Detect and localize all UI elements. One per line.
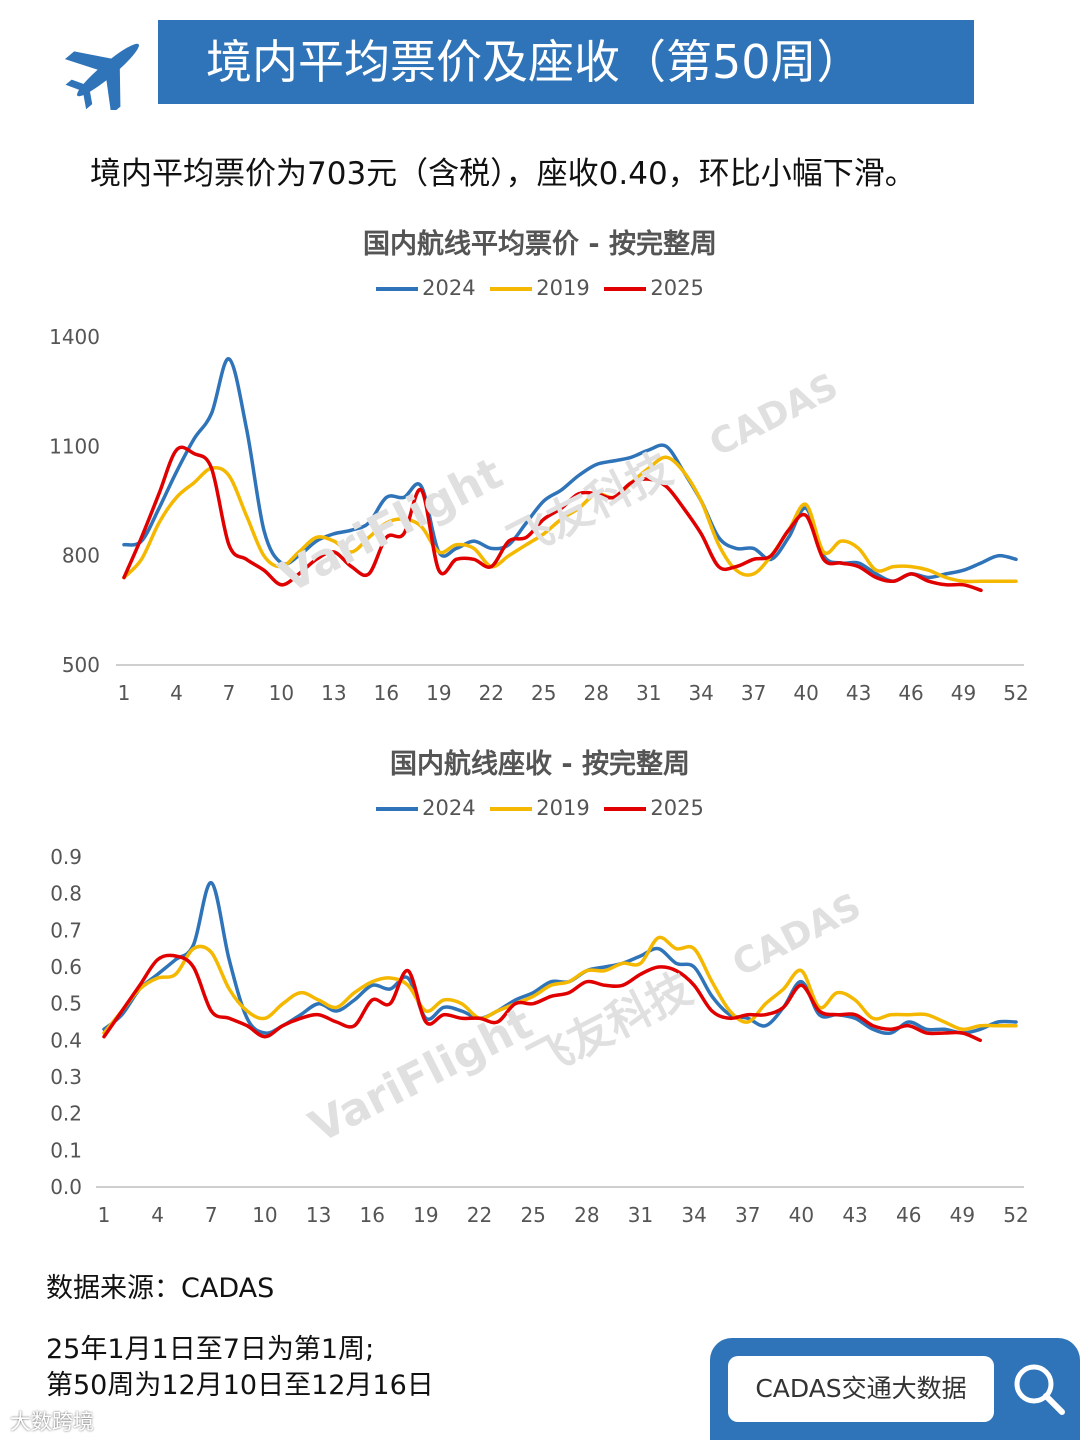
load-x-tick-label: 52	[1003, 1203, 1028, 1227]
load-y-tick-label: 0.8	[50, 882, 82, 906]
legend-2024: 2024	[376, 276, 476, 300]
fare-x-tick-label: 4	[170, 681, 183, 705]
fare-x-tick-label: 46	[898, 681, 923, 705]
load-y-tick-label: 0.2	[50, 1102, 82, 1126]
legend-2024: 2024	[376, 796, 476, 820]
fare-x-tick-label: 13	[321, 681, 346, 705]
load-x-tick-label: 25	[520, 1203, 545, 1227]
load-x-tick-label: 19	[413, 1203, 438, 1227]
load-y-tick-label: 0.3	[50, 1065, 82, 1089]
fare-x-tick-label: 31	[636, 681, 661, 705]
fare-x-tick-label: 25	[531, 681, 556, 705]
load-factor-line-chart: 0.0 0.1 0.2 0.3 0.4 0.5 0.6 0.7 0.8 0.9 1 4 7 10 13 16 1…	[50, 845, 1029, 1227]
corner-brand-mark: 大数跨境	[10, 1410, 94, 1434]
airplane-icon	[62, 30, 154, 115]
fare-x-tick-label: 1	[118, 681, 131, 705]
fare-x-tick-label: 43	[846, 681, 871, 705]
load-x-tick-label: 31	[628, 1203, 653, 1227]
load-x-tick-label: 28	[574, 1203, 599, 1227]
legend-2025: 2025	[604, 796, 704, 820]
week-note: 25年1月1日至7日为第1周; 第50周为12月10日至12月16日	[46, 1332, 434, 1404]
load-x-tick-label: 4	[151, 1203, 164, 1227]
load-y-tick-label: 0.5	[50, 992, 82, 1016]
data-source: 数据来源：CADAS	[46, 1273, 275, 1304]
load-y-tick-label: 0.6	[50, 955, 82, 979]
week-note-line1: 25年1月1日至7日为第1周;	[46, 1334, 375, 1365]
fare-y-tick-label: 500	[62, 653, 100, 677]
load-x-tick-label: 43	[842, 1203, 867, 1227]
load-y-tick-label: 0.4	[50, 1028, 82, 1052]
fare-x-tick-label: 16	[374, 681, 399, 705]
load-x-tick-label: 22	[467, 1203, 492, 1227]
load-x-tick-label: 7	[205, 1203, 218, 1227]
chart2-legend: 2024 2019 2025	[0, 796, 1080, 820]
load-series-2025	[102, 953, 982, 1043]
page-title: 境内平均票价及座收（第50周）	[158, 20, 974, 104]
legend-2019: 2019	[490, 276, 590, 300]
fare-series-2025	[122, 445, 983, 593]
fare-x-tick-label: 37	[741, 681, 766, 705]
week-note-line2: 第50周为12月10日至12月16日	[46, 1370, 434, 1401]
summary-text: 境内平均票价为703元（含税），座收0.40，环比小幅下滑。	[90, 156, 916, 192]
fare-x-tick-label: 22	[479, 681, 504, 705]
legend-2025: 2025	[604, 276, 704, 300]
fare-series-2019	[122, 455, 1018, 584]
load-series-2019	[102, 935, 1018, 1035]
fare-x-tick-label: 28	[584, 681, 609, 705]
fare-x-tick-label: 7	[223, 681, 236, 705]
load-series-2024	[102, 880, 1018, 1036]
fare-series-2024	[122, 357, 1018, 583]
search-icon[interactable]	[1010, 1360, 1068, 1418]
fare-x-tick-label: 19	[426, 681, 451, 705]
legend-2019: 2019	[490, 796, 590, 820]
fare-x-tick-label: 40	[793, 681, 818, 705]
chart2-title: 国内航线座收 - 按完整周	[389, 749, 690, 780]
fare-line-chart: 500 800 1100 1400 1 4 7 10 13 16 19 22 25 28 31 34 37 40 4…	[49, 325, 1029, 705]
chart1-title: 国内航线平均票价 - 按完整周	[362, 229, 717, 260]
fare-x-tick-label: 10	[269, 681, 294, 705]
load-x-tick-label: 1	[98, 1203, 111, 1227]
fare-x-tick-label: 49	[951, 681, 976, 705]
fare-x-tick-label: 52	[1003, 681, 1028, 705]
load-x-tick-label: 16	[360, 1203, 385, 1227]
load-y-tick-label: 0.9	[50, 845, 82, 869]
load-x-tick-label: 10	[252, 1203, 277, 1227]
load-x-tick-label: 40	[789, 1203, 814, 1227]
chart1-legend: 2024 2019 2025	[0, 276, 1080, 300]
load-y-tick-label: 0.1	[50, 1138, 82, 1162]
fare-x-tick-label: 34	[688, 681, 713, 705]
search-input[interactable]: CADAS交通大数据	[728, 1356, 994, 1422]
load-x-tick-label: 46	[896, 1203, 921, 1227]
fare-y-tick-label: 1100	[49, 434, 100, 458]
load-x-tick-label: 49	[950, 1203, 975, 1227]
search-bar[interactable]: CADAS交通大数据	[710, 1338, 1080, 1440]
fare-y-tick-label: 1400	[49, 325, 100, 349]
load-y-tick-label: 0.7	[50, 918, 82, 942]
load-x-tick-label: 37	[735, 1203, 760, 1227]
load-x-tick-label: 13	[306, 1203, 331, 1227]
fare-y-tick-label: 800	[62, 544, 100, 568]
load-y-tick-label: 0.0	[50, 1175, 82, 1199]
load-x-tick-label: 34	[681, 1203, 706, 1227]
